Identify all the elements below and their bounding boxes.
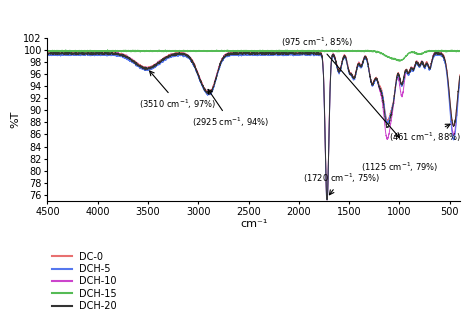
DC-0 (344, 61, 350, 65)
DC-0 (241, 51, 246, 55)
DC-0 (457, 73, 463, 77)
DCH-20 (45, 51, 50, 55)
DCH-15 (218, 49, 224, 53)
DCH-15 (344, 50, 350, 53)
DCH-5 (218, 62, 223, 66)
Text: (3510 cm$^{-1}$, 97%): (3510 cm$^{-1}$, 97%) (139, 71, 217, 111)
DCH-10 (45, 51, 50, 55)
Text: (975 cm$^{-1}$, 85%): (975 cm$^{-1}$, 85%) (281, 36, 399, 138)
DCH-20 (457, 74, 463, 78)
Text: (2925 cm$^{-1}$, 94%): (2925 cm$^{-1}$, 94%) (192, 89, 269, 129)
DCH-15 (397, 59, 403, 63)
DC-0 (221, 55, 227, 58)
DCH-20 (344, 62, 350, 66)
DCH-10 (221, 54, 227, 57)
DCH-5 (324, 198, 329, 202)
DCH-10 (241, 51, 246, 55)
DC-0 (445, 72, 450, 76)
DCH-15 (457, 49, 463, 53)
Legend: DC-0, DCH-5, DCH-10, DCH-15, DCH-20: DC-0, DCH-5, DCH-10, DCH-15, DCH-20 (52, 252, 117, 311)
X-axis label: cm⁻¹: cm⁻¹ (240, 219, 267, 229)
Line: DCH-20: DCH-20 (47, 51, 460, 200)
DCH-20 (221, 55, 227, 58)
Line: DCH-5: DCH-5 (47, 53, 460, 200)
Line: DCH-15: DCH-15 (47, 50, 460, 61)
DC-0 (424, 60, 429, 63)
DCH-10 (445, 73, 450, 77)
DCH-20 (73, 50, 79, 53)
DCH-5 (424, 62, 429, 66)
DCH-5 (445, 76, 450, 80)
DCH-20 (241, 52, 246, 56)
DCH-5 (457, 79, 463, 83)
DCH-15 (105, 48, 110, 52)
DCH-20 (445, 72, 450, 76)
DCH-15 (241, 49, 246, 53)
DC-0 (324, 198, 329, 202)
DCH-10 (457, 75, 463, 79)
DCH-5 (240, 53, 246, 57)
DCH-10 (324, 198, 330, 202)
DCH-5 (281, 51, 287, 55)
Text: (461 cm$^{-1}$, 88%): (461 cm$^{-1}$, 88%) (389, 124, 461, 144)
DCH-20 (324, 198, 330, 202)
Line: DCH-10: DCH-10 (47, 51, 460, 200)
DCH-5 (221, 57, 227, 60)
DCH-10 (344, 61, 350, 65)
DCH-20 (424, 61, 429, 65)
DCH-15 (424, 50, 429, 53)
DCH-10 (218, 60, 224, 64)
DCH-15 (45, 50, 50, 53)
DCH-10 (109, 50, 114, 53)
DCH-20 (218, 61, 224, 65)
Text: (1720 cm$^{-1}$, 75%): (1720 cm$^{-1}$, 75%) (303, 171, 381, 195)
DCH-5 (45, 52, 50, 56)
DC-0 (235, 49, 241, 53)
DC-0 (45, 50, 50, 54)
DCH-15 (445, 49, 450, 53)
Y-axis label: %T: %T (10, 111, 20, 128)
Line: DC-0: DC-0 (47, 51, 460, 200)
Text: (1125 cm$^{-1}$, 79%): (1125 cm$^{-1}$, 79%) (361, 161, 438, 174)
DC-0 (218, 61, 223, 65)
DCH-10 (424, 61, 429, 65)
DCH-15 (221, 49, 227, 53)
DCH-5 (344, 63, 350, 67)
